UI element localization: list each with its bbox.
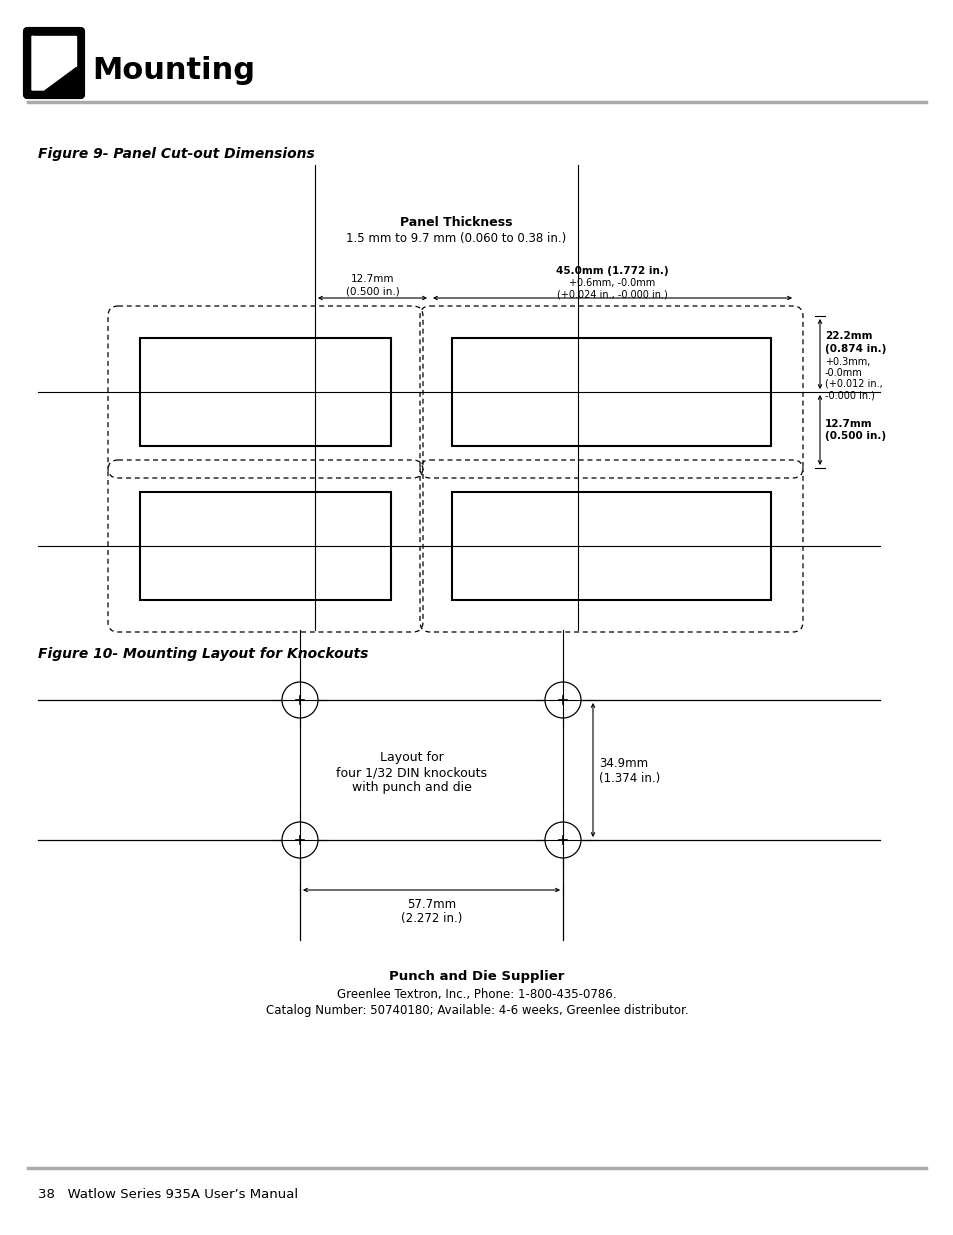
Bar xyxy=(452,492,770,600)
Text: (+0.012 in.,: (+0.012 in., xyxy=(824,379,882,389)
Circle shape xyxy=(282,823,317,858)
Text: with punch and die: with punch and die xyxy=(352,782,471,794)
Bar xyxy=(452,338,770,446)
Text: +0.6mm, -0.0mm: +0.6mm, -0.0mm xyxy=(568,278,655,288)
Text: (0.874 in.): (0.874 in.) xyxy=(824,345,885,354)
Text: Catalog Number: 50740180; Available: 4-6 weeks, Greenlee distributor.: Catalog Number: 50740180; Available: 4-6… xyxy=(265,1004,688,1016)
Text: -0.0mm: -0.0mm xyxy=(824,368,862,378)
Polygon shape xyxy=(32,36,76,90)
Bar xyxy=(140,492,391,600)
Text: 34.9mm: 34.9mm xyxy=(598,757,647,771)
Circle shape xyxy=(544,682,580,718)
Text: 12.7mm: 12.7mm xyxy=(824,419,872,429)
Text: 38   Watlow Series 935A User’s Manual: 38 Watlow Series 935A User’s Manual xyxy=(38,1188,297,1200)
Text: +0.3mm,: +0.3mm, xyxy=(824,357,869,367)
Text: 57.7mm: 57.7mm xyxy=(407,898,456,911)
Text: Mounting: Mounting xyxy=(91,56,254,84)
Bar xyxy=(140,338,391,446)
Text: 45.0mm (1.772 in.): 45.0mm (1.772 in.) xyxy=(555,266,668,275)
Text: 22.2mm: 22.2mm xyxy=(824,331,872,341)
Text: (2.272 in.): (2.272 in.) xyxy=(400,911,461,925)
Polygon shape xyxy=(32,36,76,67)
Text: 1.5 mm to 9.7 mm (0.060 to 0.38 in.): 1.5 mm to 9.7 mm (0.060 to 0.38 in.) xyxy=(346,231,566,245)
Text: -0.000 in.): -0.000 in.) xyxy=(824,390,874,400)
Text: Figure 10- Mounting Layout for Knockouts: Figure 10- Mounting Layout for Knockouts xyxy=(38,647,368,661)
FancyBboxPatch shape xyxy=(24,28,84,98)
Text: (+0.024 in., -0.000 in.): (+0.024 in., -0.000 in.) xyxy=(556,289,667,299)
Text: (1.374 in.): (1.374 in.) xyxy=(598,773,659,785)
Text: Figure 9- Panel Cut-out Dimensions: Figure 9- Panel Cut-out Dimensions xyxy=(38,147,314,161)
Text: Greenlee Textron, Inc., Phone: 1-800-435-0786.: Greenlee Textron, Inc., Phone: 1-800-435… xyxy=(337,988,616,1002)
Text: Punch and Die Supplier: Punch and Die Supplier xyxy=(389,969,564,983)
Text: Panel Thickness: Panel Thickness xyxy=(400,215,512,228)
Text: Layout for: Layout for xyxy=(379,752,443,764)
Circle shape xyxy=(544,823,580,858)
Circle shape xyxy=(282,682,317,718)
Text: (0.500 in.): (0.500 in.) xyxy=(346,287,399,296)
Text: (0.500 in.): (0.500 in.) xyxy=(824,431,885,441)
Text: four 1/32 DIN knockouts: four 1/32 DIN knockouts xyxy=(335,767,486,779)
Text: 12.7mm: 12.7mm xyxy=(351,274,395,284)
